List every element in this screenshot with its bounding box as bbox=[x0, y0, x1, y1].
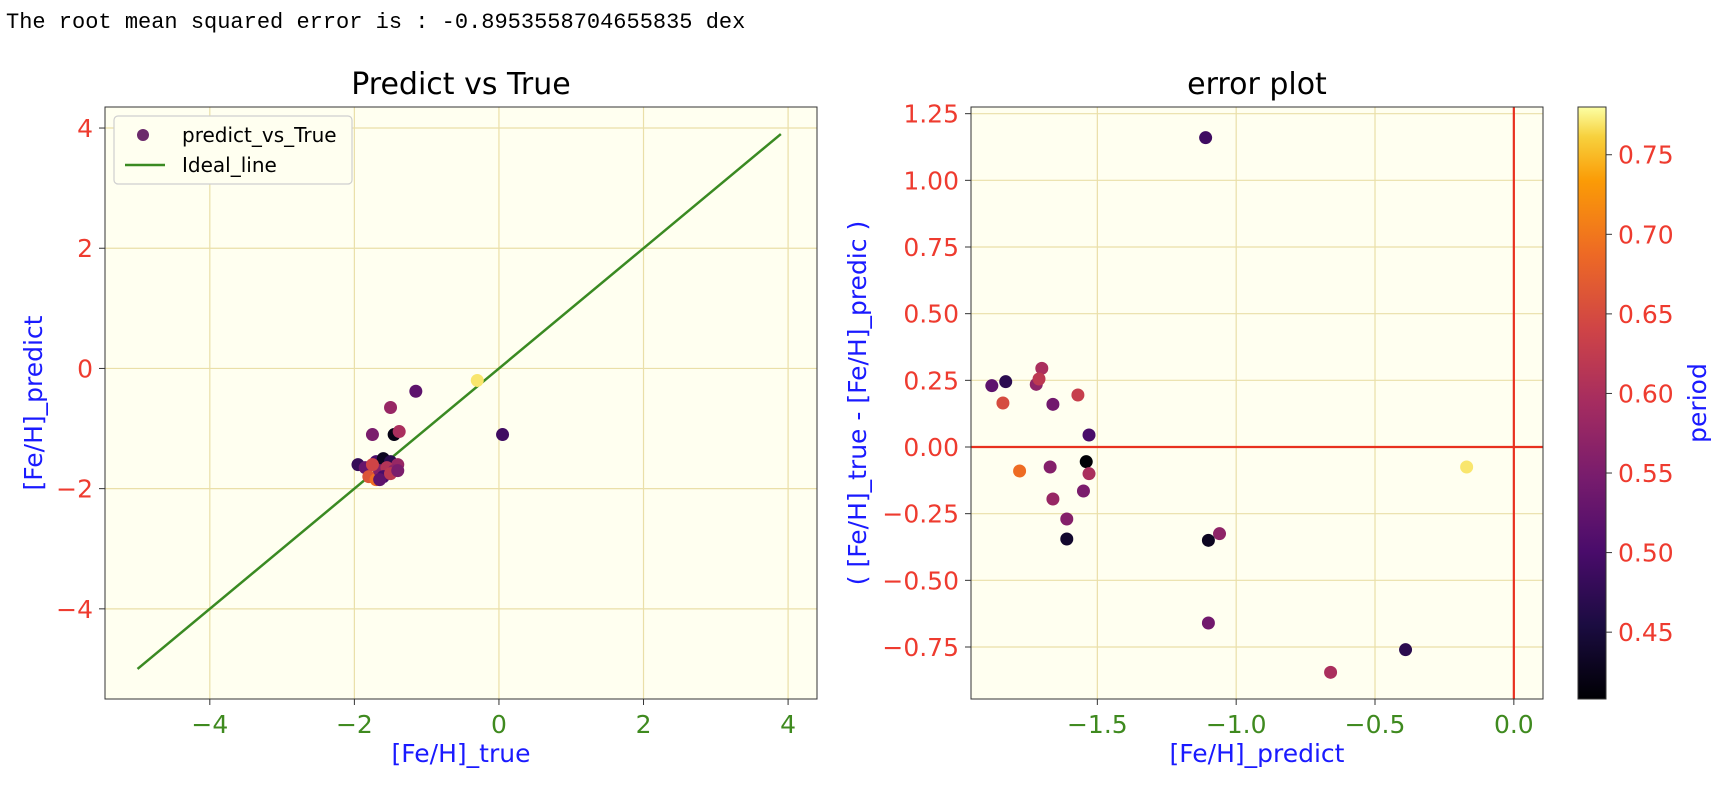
y-axis-label: ( [Fe/H]_true - [Fe/H]_predic ) bbox=[843, 221, 872, 585]
data-point bbox=[1213, 527, 1227, 541]
x-tick-label: 2 bbox=[636, 710, 652, 739]
plot-frame bbox=[970, 106, 1544, 700]
legend: predict_vs_True Ideal_line bbox=[113, 115, 353, 185]
x-tick-label: 4 bbox=[780, 710, 796, 739]
y-tick-label: 0 bbox=[77, 354, 93, 383]
data-point bbox=[1076, 484, 1090, 498]
y-tick-label: −2 bbox=[56, 475, 93, 504]
data-point bbox=[1035, 361, 1049, 375]
data-point bbox=[1324, 665, 1338, 679]
x-tick-label: 0 bbox=[491, 710, 507, 739]
data-point bbox=[365, 458, 379, 472]
y-tick-label: −4 bbox=[56, 595, 93, 624]
plot-frame bbox=[104, 106, 818, 700]
y-tick-label: 4 bbox=[77, 114, 93, 143]
colorbar-tick-label: 0.75 bbox=[1618, 141, 1674, 170]
x-tick-label: −1.5 bbox=[1067, 710, 1128, 739]
x-tick-label: −1.0 bbox=[1206, 710, 1267, 739]
x-tick-labels: −4 −2 0 2 4 bbox=[191, 699, 796, 739]
scatter-points bbox=[351, 373, 510, 487]
y-tick-label: 1.00 bbox=[903, 166, 959, 195]
data-point bbox=[1046, 397, 1060, 411]
x-tick-labels: −1.5 −1.0 −0.5 0.0 bbox=[1067, 699, 1534, 739]
chart-title: Predict vs True bbox=[351, 67, 571, 102]
y-tick-labels: −4 −2 0 2 4 bbox=[56, 114, 105, 624]
data-point bbox=[1079, 455, 1093, 469]
legend-box bbox=[113, 115, 353, 185]
data-point bbox=[470, 373, 484, 387]
data-point bbox=[384, 401, 398, 415]
data-point bbox=[1082, 428, 1096, 442]
ideal-line bbox=[136, 133, 782, 670]
data-point bbox=[1460, 460, 1474, 474]
data-point bbox=[496, 428, 510, 442]
x-tick-label: −4 bbox=[191, 710, 228, 739]
data-point bbox=[1201, 533, 1215, 547]
data-point bbox=[1060, 512, 1074, 526]
data-point bbox=[391, 464, 405, 478]
y-tick-label: −0.50 bbox=[882, 566, 959, 595]
chart-error-plot: −1.5 −1.0 −0.5 0.0 −0.75 −0.50 −0.25 0.00 0.25 0… bbox=[843, 67, 1712, 768]
colorbar-gradient bbox=[1577, 106, 1607, 700]
colorbar-tick-label: 0.70 bbox=[1618, 220, 1674, 249]
y-tick-label: 0.25 bbox=[903, 366, 959, 395]
colorbar-label: period bbox=[1683, 363, 1712, 443]
chart-title: error plot bbox=[1187, 67, 1327, 102]
data-point bbox=[409, 384, 423, 398]
data-point bbox=[1046, 492, 1060, 506]
colorbar-tick-label: 0.50 bbox=[1618, 539, 1674, 568]
data-point bbox=[996, 396, 1010, 410]
x-tick-label: 0.0 bbox=[1494, 710, 1534, 739]
colorbar-tick-label: 0.60 bbox=[1618, 379, 1674, 408]
data-point bbox=[999, 375, 1013, 389]
data-point bbox=[1043, 460, 1057, 474]
colorbar-tick-labels: 0.45 0.50 0.55 0.60 0.65 0.70 0.75 bbox=[1606, 141, 1674, 647]
x-tick-label: −0.5 bbox=[1345, 710, 1406, 739]
x-axis-label: [Fe/H]_predict bbox=[1170, 739, 1345, 768]
colorbar-tick-label: 0.65 bbox=[1618, 300, 1674, 329]
data-point bbox=[1060, 532, 1074, 546]
legend-marker bbox=[137, 129, 149, 141]
y-tick-label: 1.25 bbox=[903, 100, 959, 129]
x-axis-label: [Fe/H]_true bbox=[392, 739, 531, 768]
data-point bbox=[1071, 388, 1085, 402]
data-point bbox=[1013, 464, 1027, 478]
y-tick-label: −0.75 bbox=[882, 633, 959, 662]
grid bbox=[105, 107, 817, 699]
data-point bbox=[365, 428, 379, 442]
data-point bbox=[1199, 131, 1213, 145]
scatter-points bbox=[985, 131, 1474, 679]
y-tick-label: 0.75 bbox=[903, 233, 959, 262]
legend-label-ideal: Ideal_line bbox=[182, 153, 277, 177]
data-point bbox=[1032, 372, 1046, 386]
data-point bbox=[1399, 643, 1413, 657]
output-text: The root mean squared error is : -0.8953… bbox=[6, 10, 746, 35]
chart-predict-vs-true: −4 −2 0 2 4 −4 −2 0 2 4 Predict vs True [Fe/H]_t… bbox=[19, 67, 818, 768]
colorbar: 0.45 0.50 0.55 0.60 0.65 0.70 0.75 period bbox=[1577, 106, 1712, 700]
data-point bbox=[1201, 616, 1215, 630]
data-point bbox=[985, 379, 999, 393]
plot-area bbox=[105, 107, 817, 699]
y-axis-label: [Fe/H]_predict bbox=[19, 315, 48, 490]
data-point bbox=[373, 473, 387, 487]
y-tick-label: 2 bbox=[77, 234, 93, 263]
data-point bbox=[1082, 467, 1096, 481]
y-tick-label: −0.25 bbox=[882, 500, 959, 529]
plot-area bbox=[971, 107, 1543, 699]
y-tick-label: 0.50 bbox=[903, 300, 959, 329]
data-point bbox=[392, 425, 406, 439]
colorbar-tick-label: 0.45 bbox=[1618, 618, 1674, 647]
y-tick-labels: −0.75 −0.50 −0.25 0.00 0.25 0.50 0.75 1.00 1.25 bbox=[882, 100, 971, 662]
legend-label-predict: predict_vs_True bbox=[182, 123, 337, 147]
colorbar-tick-label: 0.55 bbox=[1618, 459, 1674, 488]
y-tick-label: 0.00 bbox=[903, 433, 959, 462]
x-tick-label: −2 bbox=[336, 710, 373, 739]
